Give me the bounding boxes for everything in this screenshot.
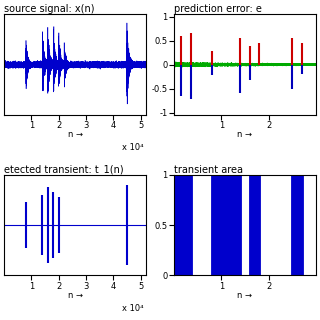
Text: etected transient: t_1(n): etected transient: t_1(n) <box>4 164 124 175</box>
Text: x 10⁴: x 10⁴ <box>122 304 143 313</box>
X-axis label: n →: n → <box>68 130 83 139</box>
Bar <box>181 175 190 276</box>
Bar <box>292 175 302 276</box>
X-axis label: n →: n → <box>237 291 252 300</box>
Bar <box>250 175 259 276</box>
Text: transient area: transient area <box>174 164 243 175</box>
Bar <box>212 175 240 276</box>
Text: prediction error: e: prediction error: e <box>174 4 262 14</box>
X-axis label: n →: n → <box>68 291 83 300</box>
Text: source signal: x(n): source signal: x(n) <box>4 4 95 14</box>
X-axis label: n →: n → <box>237 130 252 139</box>
Bar <box>174 175 181 276</box>
Text: x 10⁴: x 10⁴ <box>122 143 143 152</box>
